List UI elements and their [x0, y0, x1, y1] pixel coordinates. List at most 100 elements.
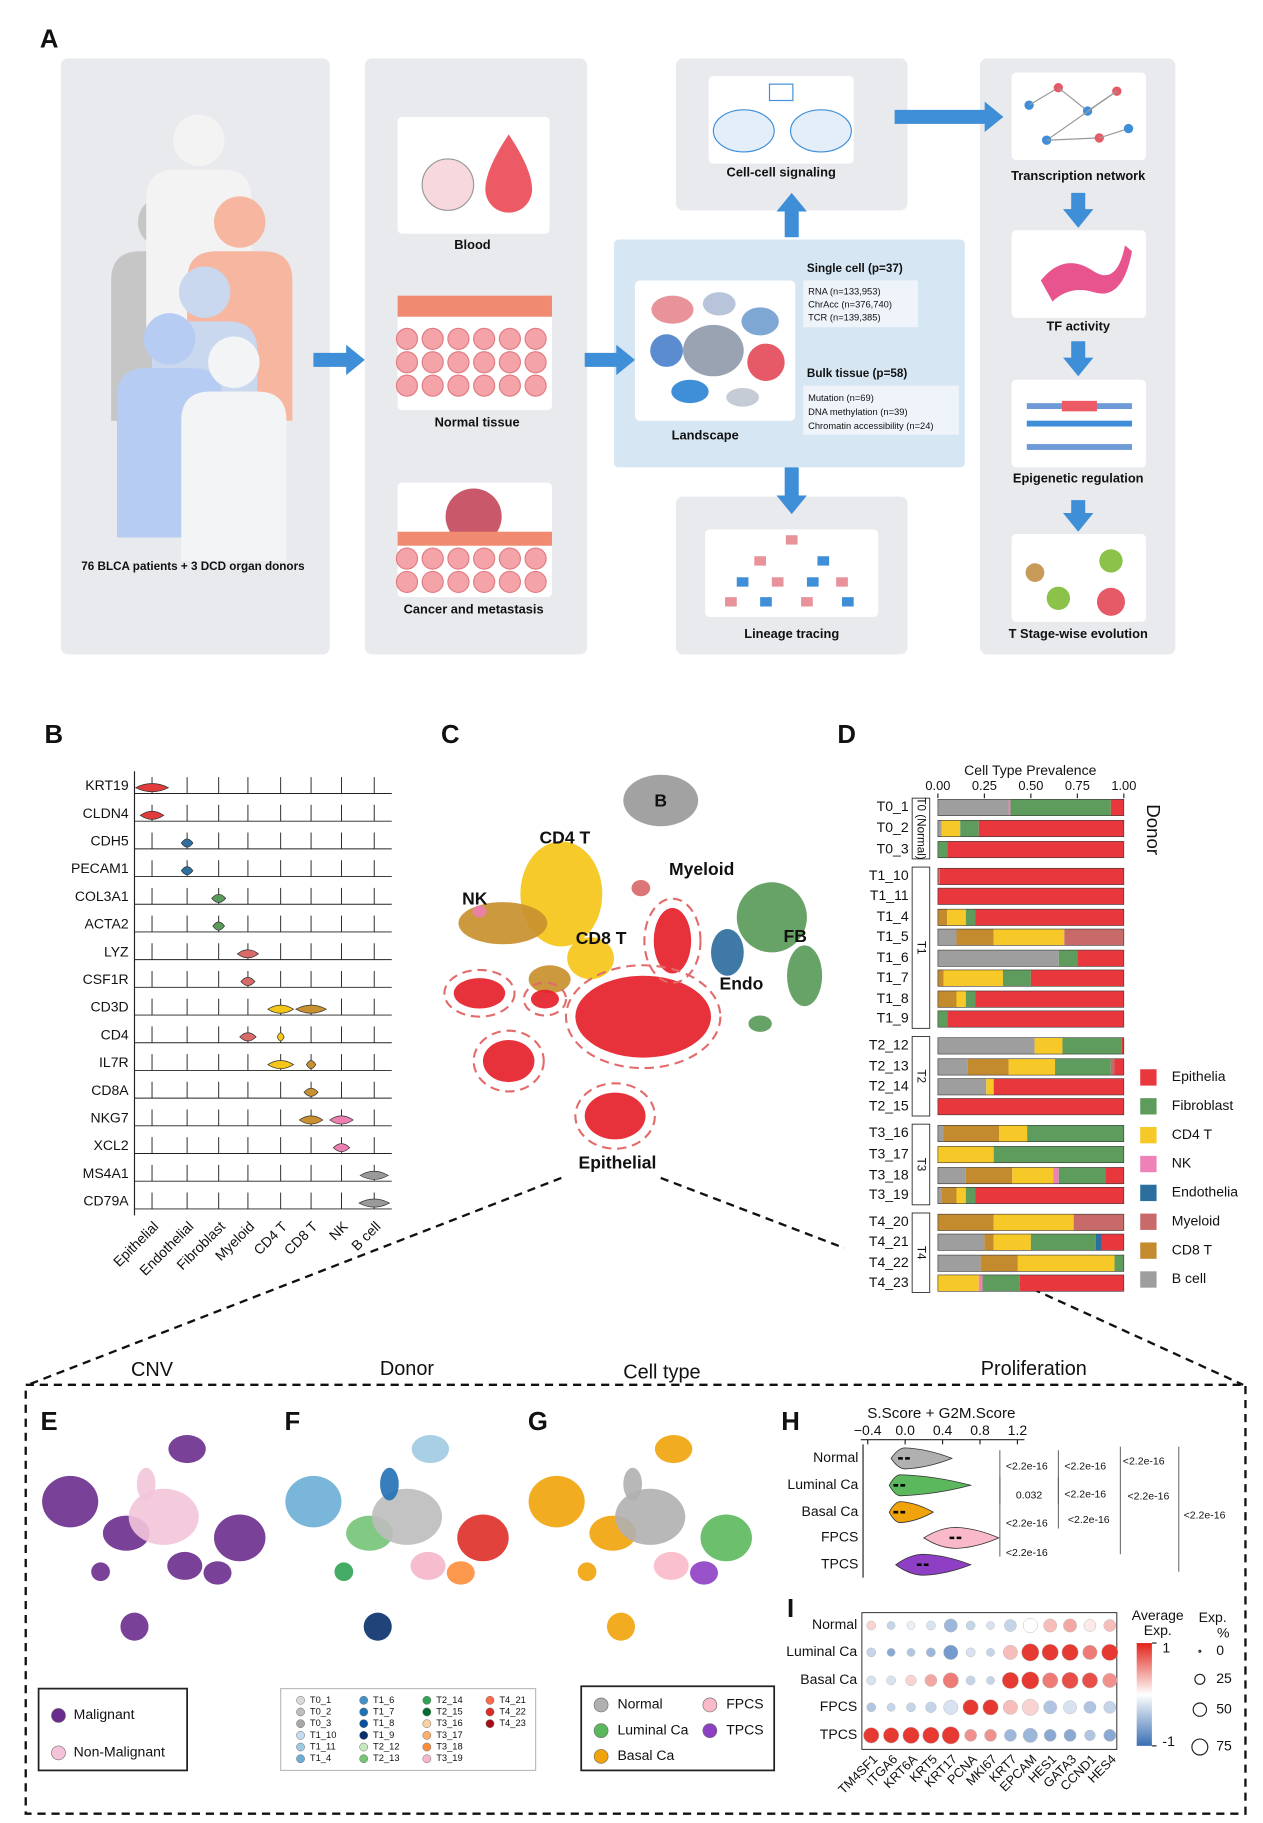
group-label: T1	[914, 941, 927, 955]
bar-segment	[1010, 799, 1111, 816]
legend-label: T0_1	[310, 1695, 331, 1705]
bar-segment	[937, 888, 1124, 905]
bar-segment	[1053, 1167, 1059, 1184]
bar-outline	[937, 1098, 1125, 1116]
card	[1011, 72, 1147, 161]
legend-label: T2_15	[436, 1706, 463, 1716]
legend-label: Malignant	[74, 1706, 135, 1722]
bar-segment	[937, 969, 944, 987]
bar-outline	[937, 799, 1125, 816]
zoom-line	[1019, 1282, 1244, 1386]
label: RNA (n=133,953)	[808, 287, 880, 297]
bar-segment	[1008, 1058, 1056, 1076]
category-label: Luminal Ca	[787, 1476, 858, 1492]
expression-dot	[926, 1647, 936, 1658]
legend-label: Non-Malignant	[74, 1744, 165, 1760]
tissue-cell	[498, 351, 521, 374]
legend-label: FPCS	[726, 1696, 763, 1712]
bar-segment	[956, 1187, 966, 1204]
expression-dot	[866, 1675, 877, 1686]
legend-label: Epithelia	[1172, 1068, 1226, 1084]
p-value: <2.2e-16	[1006, 1518, 1048, 1530]
expression-violin	[139, 810, 165, 820]
bar-segment	[967, 1058, 1009, 1076]
legend-dot	[485, 1719, 495, 1728]
expression-violin	[329, 1115, 354, 1125]
bar-segment	[937, 950, 1059, 967]
expression-violin	[239, 1032, 257, 1042]
label: 76 BLCA patients + 3 DCD organ donors	[81, 560, 305, 573]
tissue-cell	[524, 374, 547, 397]
expression-violin	[267, 1004, 295, 1014]
expression-dot	[986, 1621, 995, 1630]
bar-segment	[993, 1146, 1124, 1163]
legend-label: Basal Ca	[617, 1747, 674, 1763]
bar-segment	[1077, 950, 1124, 967]
bar-segment	[986, 1078, 994, 1095]
expression-dot	[1103, 1701, 1117, 1714]
arrow-shape	[894, 101, 1004, 133]
cell-icon	[789, 109, 852, 153]
expression-dot	[1102, 1672, 1118, 1688]
tissue-cell	[395, 547, 419, 570]
bar-segment	[947, 841, 1124, 858]
bar-segment	[947, 1010, 1124, 1028]
bar-segment	[937, 1037, 1035, 1055]
legend-dot	[422, 1707, 432, 1717]
network-node	[1123, 123, 1134, 134]
legend-label: T1_4	[310, 1753, 331, 1763]
umap-cluster	[530, 989, 559, 1009]
legend-label: T0_3	[310, 1718, 331, 1728]
expression-dot	[925, 1701, 937, 1713]
sample-label: T2_12	[869, 1037, 909, 1053]
zoom-line	[27, 1176, 562, 1386]
group-bracket	[911, 797, 931, 860]
tissue-cell	[498, 547, 521, 570]
tissue-cell	[421, 374, 444, 397]
person-head	[173, 114, 225, 166]
legend-dot	[296, 1731, 305, 1740]
group-bracket	[911, 1212, 931, 1293]
bar-segment	[1012, 1167, 1054, 1184]
expression-dot	[926, 1620, 936, 1631]
bar-segment	[937, 1167, 966, 1184]
legend-label: T0_2	[310, 1706, 331, 1716]
tree-node	[771, 577, 784, 587]
tissue-cell	[395, 374, 419, 397]
cluster-label: Epithelial	[579, 1153, 657, 1173]
bar-segment	[937, 841, 948, 858]
sample-label: T1_11	[870, 887, 909, 903]
label: Mutation (n=69)	[808, 393, 874, 403]
expression-dot	[1004, 1619, 1017, 1632]
umap-cluster	[120, 1612, 149, 1641]
bar-segment	[1058, 1167, 1106, 1184]
group-bracket	[911, 1123, 931, 1206]
gene-label: CD8A	[91, 1082, 129, 1098]
legend-label: T3_17	[436, 1730, 463, 1740]
legend-box	[280, 1688, 537, 1771]
umap-cluster	[567, 937, 614, 980]
legend-label: T3_18	[436, 1742, 463, 1752]
arrow-shape	[1063, 341, 1094, 377]
expression-dot	[1061, 1643, 1079, 1661]
bar-segment	[993, 1234, 1031, 1251]
bar-segment	[978, 1274, 983, 1292]
expression-dot	[1002, 1699, 1018, 1715]
expression-dot	[1043, 1729, 1057, 1742]
gene-label: LYZ	[104, 943, 129, 959]
tissue-cell	[395, 351, 419, 374]
network-edge	[1046, 137, 1100, 141]
umap-cluster	[711, 929, 744, 976]
umap-cluster	[653, 1551, 689, 1580]
panel-label: H	[781, 1408, 800, 1436]
sample-label: T1_9	[877, 1010, 909, 1026]
bar-outline	[937, 1010, 1125, 1028]
bar-segment	[1095, 1234, 1102, 1251]
bar-outline	[937, 1037, 1125, 1055]
arrow	[1063, 192, 1094, 228]
p-value: <2.2e-16	[1006, 1547, 1048, 1559]
legend-label: T1_8	[373, 1718, 394, 1728]
size-key	[1194, 1673, 1206, 1685]
expression-dot	[982, 1699, 999, 1716]
sample-label: T0_1	[877, 798, 909, 814]
